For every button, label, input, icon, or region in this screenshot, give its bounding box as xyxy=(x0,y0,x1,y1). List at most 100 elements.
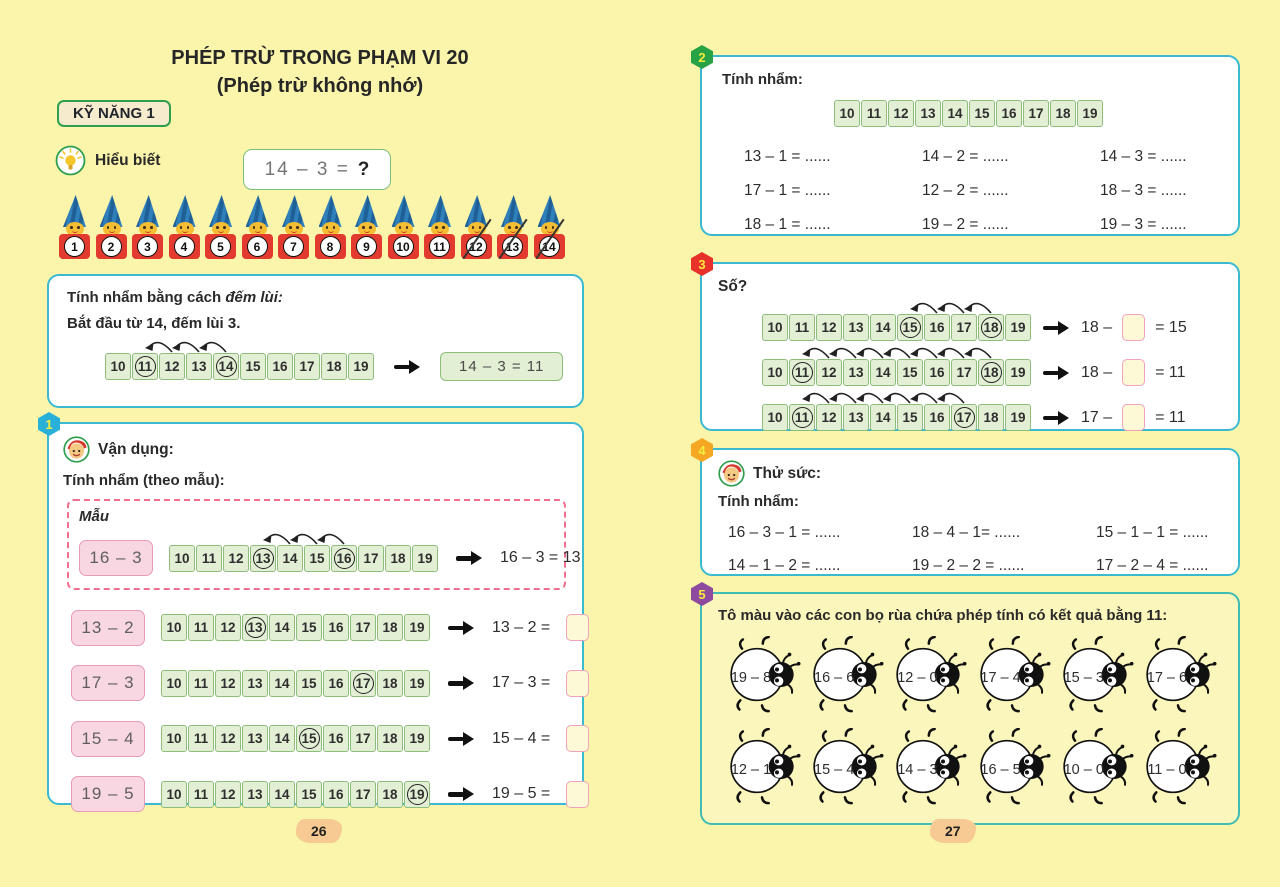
gnome-face-icon xyxy=(66,222,84,236)
number-cell: 13 xyxy=(242,780,268,808)
number-cell: 18 xyxy=(978,404,1004,431)
number-cell: 10 xyxy=(762,359,788,386)
gnome-number: 11 xyxy=(429,236,450,257)
ladybug-graphic xyxy=(979,635,1051,713)
ladybug-equation: 17 – 4 xyxy=(980,670,1021,686)
number-cell: 17 xyxy=(951,404,977,431)
ladybug-graphic xyxy=(730,727,801,805)
section-2-equations: 13 – 1 = ...... 14 – 2 = ...... 14 – 3 =… xyxy=(722,148,1218,234)
ladybug: 15 – 3 xyxy=(1055,635,1135,716)
circled-number: 17 xyxy=(953,407,975,428)
section-4-header: Thử sức: xyxy=(753,464,822,482)
ladybug-equation: 15 – 4 xyxy=(814,762,855,778)
number-cell: 13 xyxy=(242,614,268,641)
equation-text: 16 – 3 – 1 = ...... xyxy=(728,524,841,541)
gnome-number: 2 xyxy=(100,236,122,257)
practice-row: 17 – 3 10 11 12 13 14 15 16 17 18 19 17 – 3 = xyxy=(71,665,590,701)
ladybug: 17 – 4 xyxy=(972,635,1052,716)
number-cell: 13 xyxy=(250,544,276,572)
equation-text: 14 – 1 – 2 = ...... xyxy=(728,557,841,574)
ladybug-equation: 16 – 6 xyxy=(814,670,855,686)
number-cell: 10 xyxy=(161,614,187,641)
number-cell: 18 xyxy=(377,669,403,697)
practice-row: 15 – 4 10 11 12 13 14 15 16 17 18 19 15 – 4 = xyxy=(71,720,590,757)
number-cell: 12 xyxy=(215,614,241,641)
understand-label: Hiểu biết xyxy=(95,151,161,169)
ladybug: 17 – 6 xyxy=(1138,635,1218,716)
gnome-number: 1 xyxy=(64,236,85,257)
number-cell: 10 xyxy=(762,404,788,431)
arrow-icon xyxy=(1041,410,1071,425)
equation-text: 15 – 1 – 1 = ...... xyxy=(1096,524,1209,541)
number-cell: 14 xyxy=(213,353,239,380)
equation-prefix: 18 – xyxy=(1081,363,1113,381)
number-line: 10 11 12 13 14 15 16 17 18 19 xyxy=(762,347,1031,386)
number-cell: 16 xyxy=(323,780,349,808)
number-cell: 10 xyxy=(161,725,187,752)
number-cell: 19 xyxy=(404,725,430,752)
ladybug-graphic xyxy=(730,635,801,713)
number-cell: 19 xyxy=(404,669,430,697)
equation-text: 19 – 3 = ...... xyxy=(1100,216,1187,233)
number-cell: 14 xyxy=(277,544,303,572)
equation-prefix: 17 – xyxy=(1081,408,1113,426)
answer-box xyxy=(1122,404,1146,431)
arrow-icon xyxy=(446,787,476,801)
ladybug-graphic xyxy=(1063,727,1134,805)
gnome-figure: 3 xyxy=(131,195,164,261)
ladybug-equation: 16 – 5 xyxy=(980,762,1021,778)
section-1-box: 1 Vận dụng: Tính nhẩm (theo mẫu): Mẫu 16… xyxy=(38,412,590,812)
number-cell: 18 xyxy=(377,725,403,752)
number-line: 10 11 12 13 14 15 16 17 18 19 xyxy=(169,533,438,572)
number-cell: 16 xyxy=(267,353,293,380)
ladybug: 19 – 8 xyxy=(722,635,802,716)
number-line: 10 11 12 13 14 15 16 17 18 19 xyxy=(762,392,1031,431)
number-cell: 12 xyxy=(816,359,842,386)
title-line-2: (Phép trừ không nhớ) xyxy=(216,75,424,97)
ladybug: 15 – 4 xyxy=(805,727,885,808)
operation-box: 16 – 3 xyxy=(79,540,153,576)
gnome-face-icon xyxy=(358,222,376,236)
number-cell: 12 xyxy=(215,669,241,697)
title-line-1: PHÉP TRỪ TRONG PHẠM VI 20 xyxy=(171,47,469,69)
number-cell: 11 xyxy=(132,353,158,380)
number-cell: 18 xyxy=(978,314,1004,341)
problem-question-mark: ? xyxy=(357,158,370,180)
number-cell: 19 xyxy=(1077,100,1103,127)
number-cell: 15 xyxy=(296,780,322,808)
equation-suffix: = 15 xyxy=(1155,318,1187,336)
ladybug-equation: 14 – 3 xyxy=(897,762,938,778)
arrow-icon xyxy=(446,676,476,690)
gnome-figure: 12 xyxy=(460,195,493,261)
number-cell: 17 xyxy=(358,544,384,572)
answer-box xyxy=(566,780,590,808)
section-2-box: 2 Tính nhẩm: 10 11 12 13 14 15 16 17 18 19 13 – 1… xyxy=(691,45,1240,236)
ladybug: 12 – 0 xyxy=(888,635,968,716)
gnome-figure: 13 xyxy=(496,195,529,261)
circled-number: 14 xyxy=(215,356,237,377)
gnome-figure: 9 xyxy=(350,195,383,261)
number-cell: 16 xyxy=(323,669,349,697)
arrow-icon xyxy=(1041,365,1071,380)
section-4-box: 4 Thử sức: Tính nhẩm: 16 – 3 – 1 = .....… xyxy=(691,438,1240,576)
gnome-figure: 6 xyxy=(241,195,274,261)
arrow-icon xyxy=(446,731,476,746)
demo-instruction-1-text: Tính nhẩm bằng cách xyxy=(67,289,226,306)
number-cell: 19 xyxy=(1005,314,1031,341)
count-back-arcs xyxy=(910,302,992,314)
number-cell: 13 xyxy=(242,669,268,697)
number-cell: 10 xyxy=(105,353,131,380)
gnome-number: 13 xyxy=(502,236,523,257)
demo-result-box: 14 – 3 = 11 xyxy=(440,352,564,381)
number-cell: 19 xyxy=(348,353,374,380)
monkey-icon xyxy=(63,436,90,463)
number-cell: 17 xyxy=(350,725,376,752)
operation-box: 13 – 2 xyxy=(71,609,145,646)
number-cell: 18 xyxy=(377,780,403,808)
ladybug-row: 19 – 8 16 – 6 12 – 0 17 – 4 15 – xyxy=(718,635,1222,716)
number-line: 10 11 12 13 14 15 16 17 18 19 xyxy=(105,341,374,380)
number-cell: 11 xyxy=(861,100,887,127)
number-cell: 13 xyxy=(915,100,941,127)
ladybug: 14 – 3 xyxy=(888,727,968,808)
operation-box: 15 – 4 xyxy=(71,720,145,757)
